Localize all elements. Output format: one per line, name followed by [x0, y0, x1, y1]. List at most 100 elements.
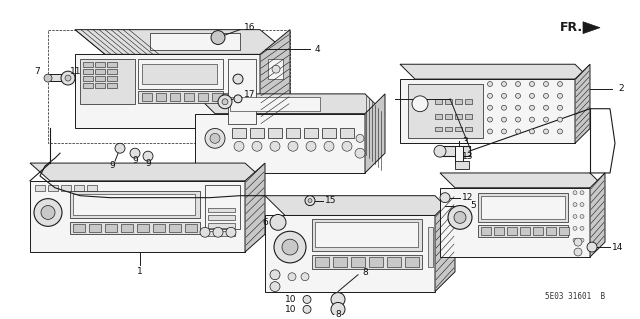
Circle shape	[573, 214, 577, 219]
Circle shape	[580, 238, 584, 242]
Bar	[435, 127, 442, 131]
Bar	[80, 59, 135, 104]
Circle shape	[515, 82, 520, 86]
Circle shape	[434, 145, 446, 157]
Circle shape	[308, 199, 312, 203]
Bar	[428, 227, 433, 267]
Circle shape	[529, 93, 534, 98]
Circle shape	[557, 82, 563, 86]
Circle shape	[543, 82, 548, 86]
Circle shape	[557, 105, 563, 110]
Circle shape	[502, 117, 506, 122]
Circle shape	[502, 93, 506, 98]
Circle shape	[324, 141, 334, 151]
Circle shape	[143, 151, 153, 161]
Polygon shape	[265, 215, 435, 292]
Bar	[70, 222, 200, 234]
Bar	[559, 227, 569, 235]
Bar	[153, 224, 165, 232]
Bar	[445, 99, 452, 104]
Circle shape	[355, 148, 365, 158]
Bar	[520, 227, 530, 235]
Circle shape	[270, 282, 280, 292]
Bar	[455, 161, 469, 169]
Bar	[83, 62, 93, 67]
Circle shape	[529, 105, 534, 110]
Circle shape	[342, 141, 352, 151]
Circle shape	[331, 293, 345, 306]
Bar	[208, 215, 235, 220]
Bar	[83, 83, 93, 88]
Bar	[481, 196, 565, 219]
Circle shape	[226, 227, 236, 237]
Polygon shape	[400, 79, 575, 143]
Bar	[73, 224, 85, 232]
Circle shape	[305, 196, 315, 205]
Circle shape	[587, 242, 597, 252]
Circle shape	[270, 270, 280, 280]
Bar	[340, 129, 354, 138]
Circle shape	[557, 117, 563, 122]
Polygon shape	[75, 54, 260, 129]
Circle shape	[34, 199, 62, 226]
Bar	[507, 227, 517, 235]
Circle shape	[130, 148, 140, 158]
Bar	[212, 93, 222, 101]
Bar	[322, 129, 336, 138]
Text: 12: 12	[462, 193, 474, 202]
Circle shape	[65, 75, 71, 81]
Circle shape	[233, 74, 243, 84]
Text: 8: 8	[362, 268, 368, 277]
Circle shape	[573, 203, 577, 207]
Circle shape	[303, 305, 311, 313]
Bar	[142, 93, 152, 101]
Polygon shape	[75, 30, 290, 54]
Circle shape	[218, 95, 232, 109]
Circle shape	[288, 273, 296, 281]
Bar	[440, 146, 470, 156]
Circle shape	[488, 117, 493, 122]
Text: 16: 16	[244, 23, 255, 32]
Circle shape	[488, 105, 493, 110]
Bar	[35, 185, 45, 191]
Circle shape	[573, 226, 577, 230]
Bar	[87, 185, 97, 191]
Bar	[169, 224, 181, 232]
Bar	[83, 69, 93, 74]
Circle shape	[529, 117, 534, 122]
Bar	[107, 69, 117, 74]
Text: 9: 9	[109, 160, 115, 169]
Bar	[445, 114, 452, 119]
Circle shape	[331, 302, 345, 316]
Circle shape	[574, 238, 582, 246]
Bar	[465, 114, 472, 119]
Circle shape	[252, 141, 262, 151]
Bar	[268, 59, 283, 79]
Text: FR.: FR.	[560, 21, 583, 34]
Bar	[405, 257, 419, 267]
Bar	[95, 69, 105, 74]
Bar	[230, 97, 320, 111]
Text: 5: 5	[470, 201, 476, 210]
Bar	[95, 76, 105, 81]
Bar	[455, 127, 462, 131]
Polygon shape	[30, 163, 265, 181]
Circle shape	[502, 129, 506, 134]
Circle shape	[529, 82, 534, 86]
Polygon shape	[30, 181, 245, 252]
Bar	[465, 127, 472, 131]
Bar	[408, 84, 483, 138]
Bar	[481, 227, 491, 235]
Circle shape	[282, 239, 298, 255]
Circle shape	[274, 231, 306, 263]
Bar	[533, 227, 543, 235]
Text: 1: 1	[137, 267, 143, 276]
Circle shape	[356, 134, 364, 142]
Bar	[107, 62, 117, 67]
Circle shape	[557, 93, 563, 98]
Bar	[184, 93, 194, 101]
Text: 9: 9	[145, 159, 151, 167]
Circle shape	[440, 193, 450, 203]
Circle shape	[543, 93, 548, 98]
Bar	[48, 74, 66, 81]
